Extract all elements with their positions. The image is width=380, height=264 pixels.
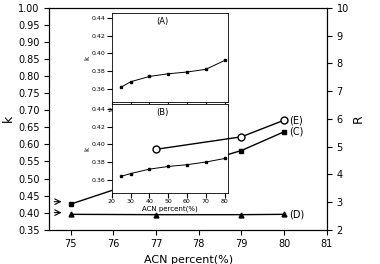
Y-axis label: R: R: [352, 114, 364, 123]
X-axis label: ACN percent(%): ACN percent(%): [144, 255, 233, 264]
Text: (C): (C): [289, 127, 304, 137]
Text: (D): (D): [289, 210, 304, 220]
Y-axis label: k: k: [2, 115, 15, 122]
Text: (E): (E): [289, 115, 303, 125]
